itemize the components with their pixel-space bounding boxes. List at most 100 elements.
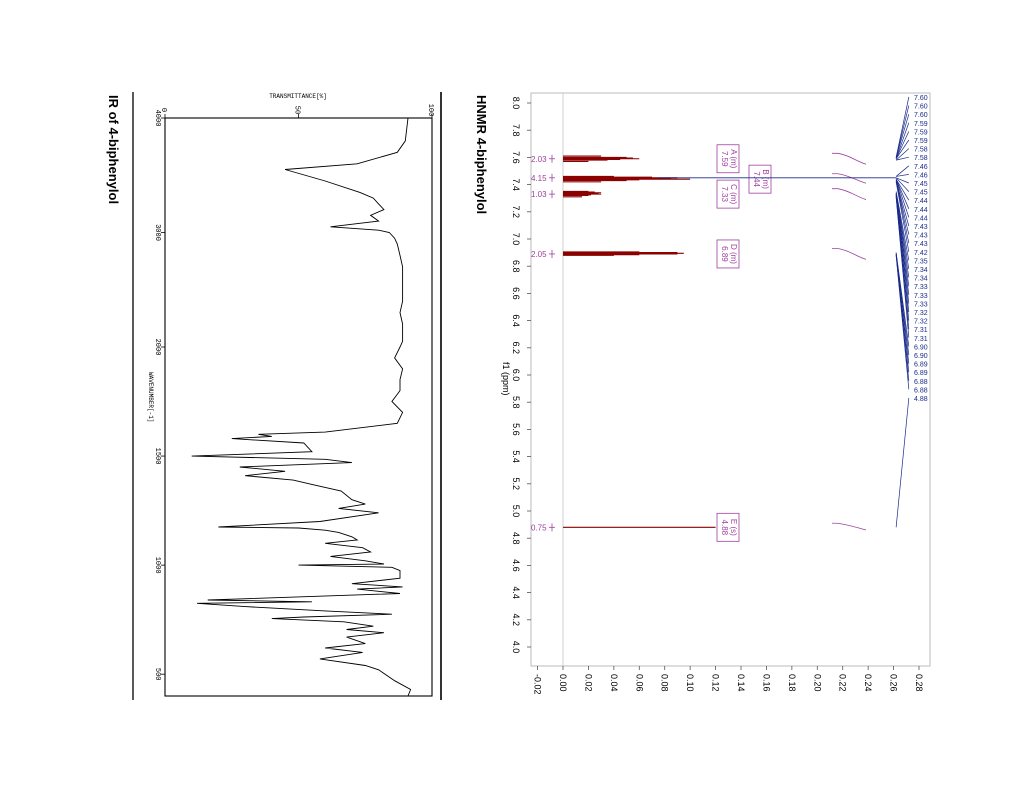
nmr-multiplet-box	[716, 144, 740, 174]
nmr-int-tick-label: 0.10	[685, 674, 695, 692]
nmr-peak-label: 6.88	[914, 379, 928, 386]
nmr-peak-label-leader	[895, 105, 910, 158]
nmr-integral-curve	[832, 522, 867, 531]
nmr-int-tick-label: 0.02	[583, 674, 593, 692]
nmr-peak-label: 7.44	[914, 215, 928, 222]
ir-x-tick-label: 1500	[153, 448, 161, 465]
nmr-peak-label: 7.58	[914, 155, 928, 162]
nmr-ppm-tick-label: 5.4	[511, 450, 521, 463]
nmr-int-tick-label: 0.00	[558, 674, 568, 692]
nmr-spectrum-chart: HNMR 4-biphenylol f1 (ppm) 8.0 7.8 7.6 7.4 7…	[474, 92, 931, 695]
nmr-peak-label-leader	[895, 131, 910, 159]
nmr-plot-frame	[530, 92, 931, 667]
nmr-multiplet-box	[716, 239, 740, 269]
nmr-peak-label-leader	[895, 196, 910, 338]
nmr-peak-label: 7.44	[914, 198, 928, 205]
nmr-multiplet-shift: 7.33	[720, 186, 729, 202]
nmr-peak-label-leader	[895, 178, 910, 201]
nmr-peak-label-leader	[895, 181, 910, 252]
nmr-ppm-tick-label: 4.0	[511, 641, 521, 654]
nmr-integrals: 2.03 4.15 1.03 2.05 0.75	[531, 154, 555, 532]
nmr-peak-label: 7.44	[914, 207, 928, 214]
nmr-int-tick-label: 0.14	[736, 674, 746, 692]
nmr-int-tick-label: 0.04	[609, 674, 619, 692]
nmr-peak-label: 6.89	[914, 362, 928, 369]
nmr-peak-label: 7.33	[914, 293, 928, 300]
nmr-multiplet-box	[716, 512, 740, 542]
nmr-peak-label-leader	[896, 156, 909, 161]
nmr-int-tick-label: 0.28	[914, 674, 924, 692]
nmr-peak-label: 7.33	[914, 284, 928, 291]
nmr-peak-label-leader	[896, 174, 909, 177]
nmr-int-tick-label: 0.08	[660, 674, 670, 692]
nmr-peak-label-leader	[895, 191, 910, 261]
nmr-int-tick-label: 0.18	[787, 674, 797, 692]
nmr-ppm-tick-label: 4.6	[511, 559, 521, 572]
ir-y-tick-label: 0	[159, 108, 167, 112]
nmr-peak-label: 7.59	[914, 138, 928, 145]
nmr-multiplet-box	[748, 164, 772, 194]
nmr-int-tick-label: 0.24	[863, 674, 873, 692]
ir-x-tick-label: 500	[153, 668, 161, 681]
nmr-title: HNMR 4-biphenylol	[474, 95, 489, 214]
nmr-peak-label-leader	[895, 179, 910, 218]
nmr-peak-label: 7.31	[914, 327, 928, 334]
nmr-peak-label: 6.88	[914, 387, 928, 394]
nmr-peak-label: 7.46	[914, 172, 928, 179]
nmr-peak-label: 7.34	[914, 267, 928, 274]
nmr-peak-label: 7.34	[914, 276, 928, 283]
nmr-peak-label: 7.43	[914, 233, 928, 240]
nmr-peak-label: 6.90	[914, 353, 928, 360]
ir-y-axis-label: TRANSMITTANCE[%]	[269, 93, 327, 100]
nmr-peak-label: 7.31	[914, 336, 928, 343]
nmr-peak-label: 7.33	[914, 301, 928, 308]
nmr-integral-curve	[832, 188, 867, 200]
ir-x-tick-label: 3000	[153, 224, 161, 241]
nmr-multiplet-shift: 7.59	[720, 151, 729, 167]
nmr-multiplet-shift: 7.44	[752, 171, 761, 187]
nmr-multiplet-letter: B (m)	[761, 169, 770, 189]
nmr-ppm-tick-label: 7.4	[511, 178, 521, 191]
nmr-multiplet-shift: 6.89	[720, 246, 729, 262]
nmr-peak-label-leader	[895, 165, 910, 177]
nmr-peak-label: 7.42	[914, 250, 928, 257]
nmr-multiplet-letter: C (m)	[729, 184, 738, 204]
nmr-peak-label: 7.43	[914, 224, 928, 231]
nmr-peak-label-leader	[895, 180, 910, 244]
nmr-peak-label-leader	[895, 255, 910, 390]
nmr-integral-curves	[832, 152, 867, 531]
nmr-int-tick-label: 0.20	[812, 674, 822, 692]
nmr-peak-label: 7.46	[914, 164, 928, 171]
ir-spectrum-chart: IR of 4-biphenylol TRANSMITTANCE[%] WAVE…	[106, 92, 442, 700]
nmr-peak-label-leader	[895, 114, 910, 158]
nmr-ppm-tick-label: 6.6	[511, 287, 521, 300]
ir-x-tick-label: 4000	[153, 110, 161, 127]
nmr-integral-label: 2.03	[531, 155, 547, 164]
nmr-integral-curve	[832, 248, 867, 260]
ir-x-ticks: 4000 3000 2000 1500 1000 500	[153, 110, 165, 681]
nmr-ppm-tick-label: 4.2	[511, 614, 521, 627]
nmr-peak-label-leader	[895, 122, 910, 159]
nmr-ppm-tick-label: 7.8	[511, 124, 521, 137]
nmr-int-tick-label: 0.06	[634, 674, 644, 692]
nmr-ppm-tick-label: 5.2	[511, 478, 521, 491]
nmr-ppm-tick-label: 4.8	[511, 532, 521, 545]
nmr-peak-label: 4.88	[914, 396, 928, 403]
nmr-int-tick-label: 0.26	[889, 674, 899, 692]
ir-title: IR of 4-biphenylol	[106, 95, 121, 204]
nmr-peak-label: 7.60	[914, 95, 928, 102]
nmr-peak-label-leader	[895, 179, 910, 209]
ir-x-tick-label: 2000	[153, 339, 161, 356]
nmr-integral-curve	[832, 173, 867, 184]
nmr-peak-labels: 7.607.607.607.597.597.597.587.587.467.46…	[658, 95, 928, 528]
ir-x-axis-label: WAVENUMBER[-1]	[147, 372, 154, 422]
nmr-ppm-tick-label: 8.0	[511, 97, 521, 110]
nmr-peak-label: 7.32	[914, 319, 928, 326]
nmr-ppm-tick-label: 6.4	[511, 314, 521, 327]
nmr-peak-label: 7.45	[914, 190, 928, 197]
ir-y-ticks: 0 50 100	[159, 104, 434, 118]
nmr-peaks	[563, 155, 716, 528]
nmr-peak-label: 7.43	[914, 241, 928, 248]
nmr-integral-curve	[832, 152, 867, 165]
nmr-peak-label: 6.90	[914, 344, 928, 351]
